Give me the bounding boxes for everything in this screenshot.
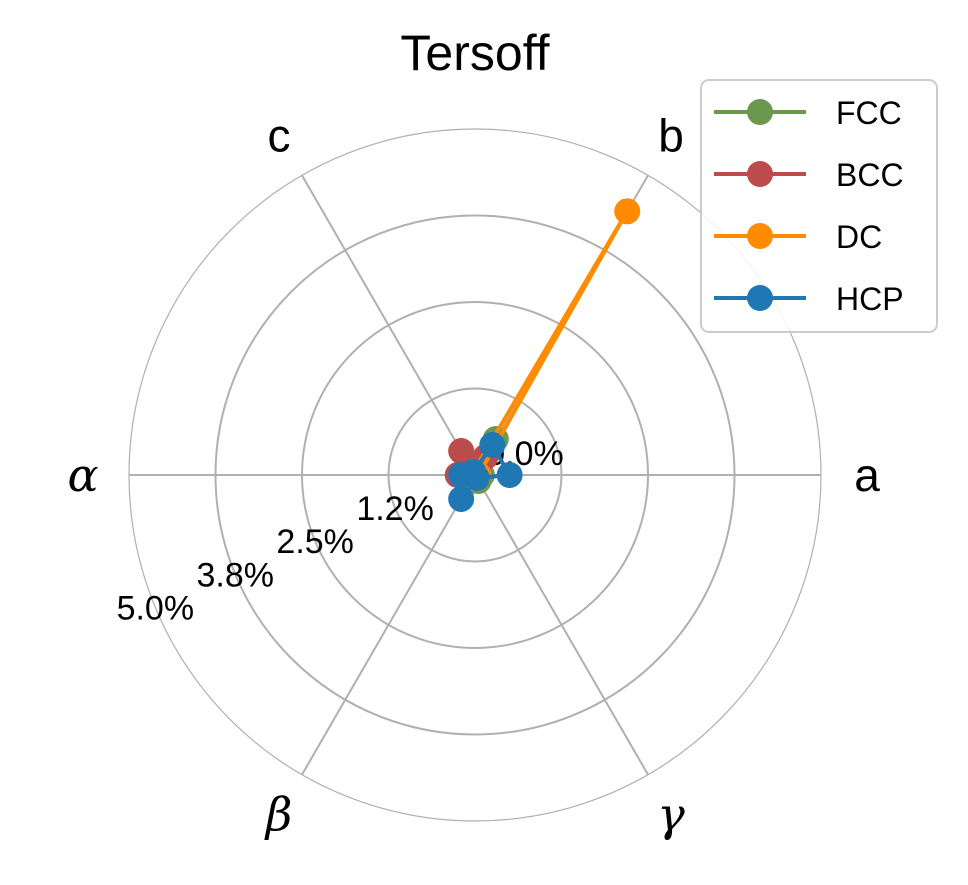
legend-item: HCP <box>714 281 904 317</box>
series-hcp <box>448 432 523 512</box>
grid-layer <box>128 128 822 822</box>
radial-tick-label: 5.0% <box>117 589 195 627</box>
axis-label: a <box>854 449 880 501</box>
legend-frame <box>700 79 938 333</box>
legend-label: FCC <box>836 95 902 131</box>
radial-tick-label: 1.2% <box>356 490 434 528</box>
axis-spoke <box>474 474 649 776</box>
axis-labels: a b c α β γ <box>67 110 880 842</box>
axis-label: b <box>658 110 684 162</box>
legend-label: HCP <box>836 281 904 317</box>
axis-label: α <box>67 448 98 502</box>
data-point <box>479 432 506 459</box>
legend-marker <box>747 285 773 311</box>
axis-spoke <box>301 474 476 776</box>
data-point <box>448 438 475 465</box>
data-point <box>496 462 523 488</box>
data-point <box>448 485 475 512</box>
axis-label: β <box>264 787 293 841</box>
data-point <box>614 198 641 225</box>
legend-item: DC <box>714 219 882 255</box>
legend-label: DC <box>836 219 882 255</box>
legend: FCC BCC DC HCP <box>700 79 938 333</box>
legend-marker <box>747 99 773 125</box>
legend-marker <box>747 223 773 249</box>
legend-item: BCC <box>714 157 904 193</box>
axis-label: c <box>268 110 291 162</box>
legend-label: BCC <box>836 157 904 193</box>
radial-tick-label: 2.5% <box>276 523 354 561</box>
radial-tick-label: 3.8% <box>197 556 275 594</box>
legend-marker <box>747 161 773 187</box>
series-layer <box>444 198 641 512</box>
legend-item: FCC <box>714 95 902 131</box>
chart-title: Tersoff <box>400 25 549 81</box>
axis-spoke <box>301 174 476 476</box>
axis-label: γ <box>657 787 685 841</box>
data-point <box>463 464 490 491</box>
radial-tick-labels: 0.0%1.2%2.5%3.8%5.0% <box>117 435 564 627</box>
